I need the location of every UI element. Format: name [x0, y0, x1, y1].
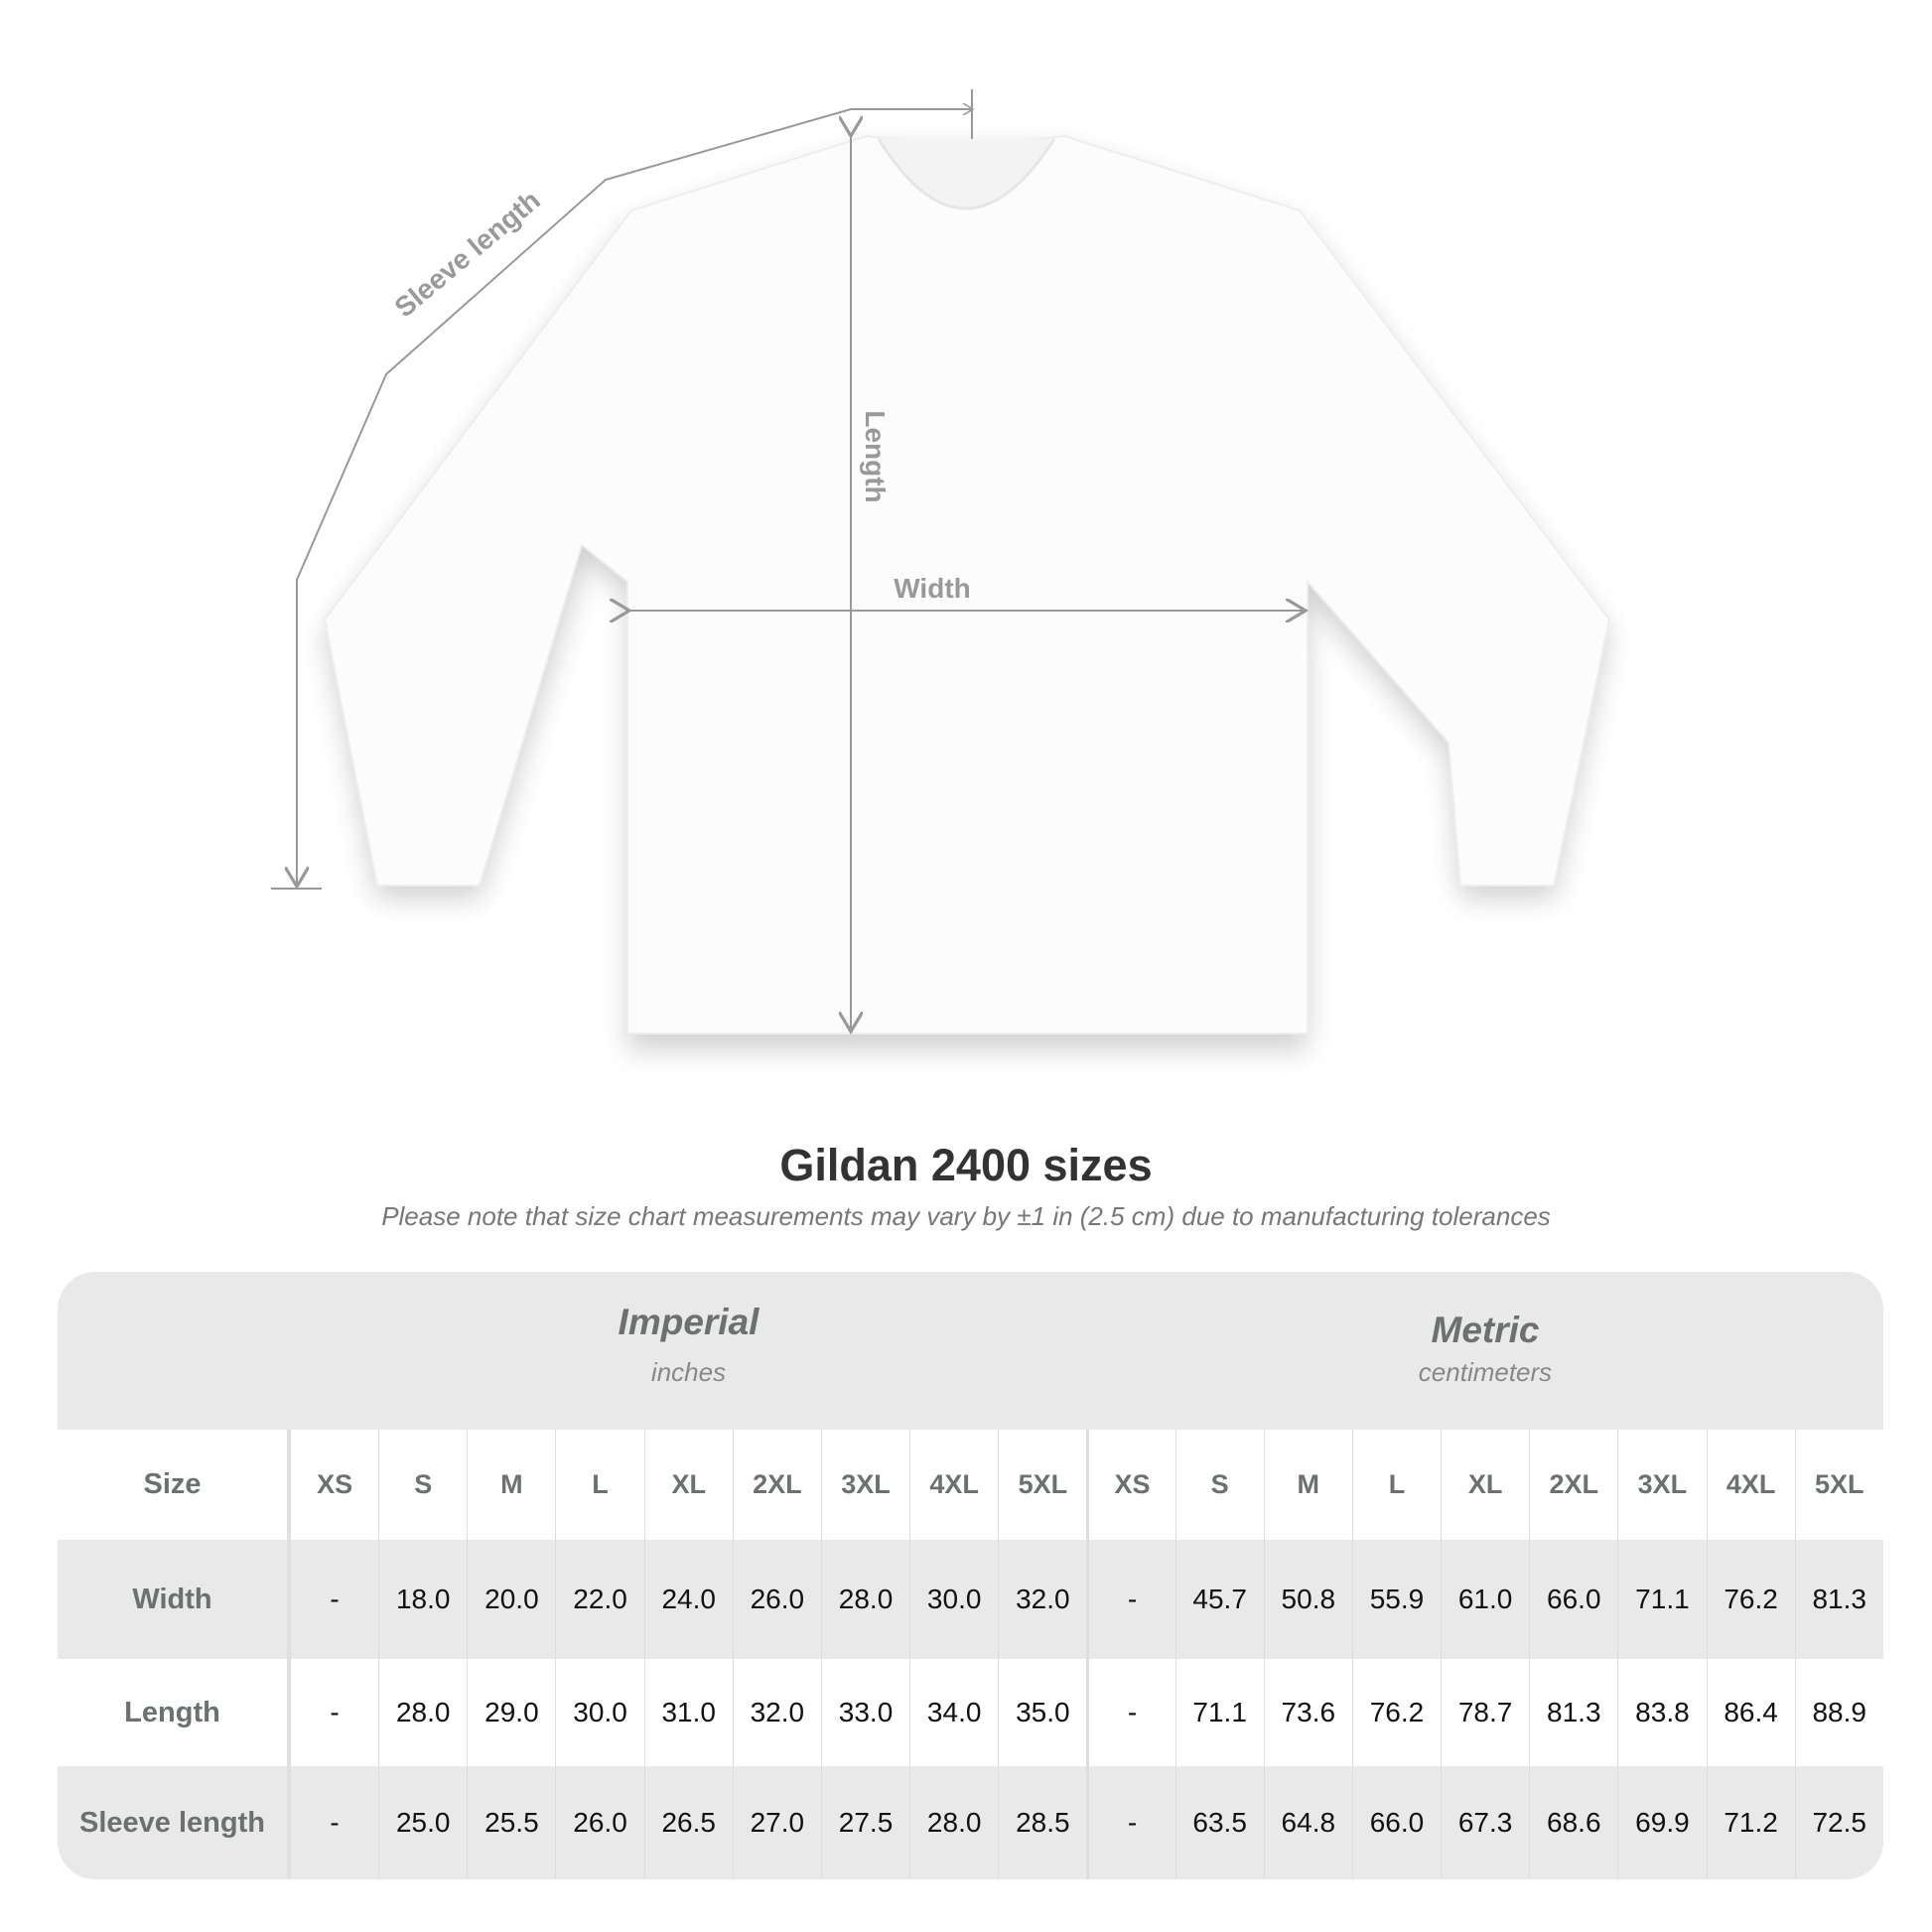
table-cell: 28.0: [378, 1659, 467, 1766]
table-cell: -: [290, 1766, 378, 1879]
table-cell: -: [290, 1540, 378, 1659]
table-cell: 71.1: [1617, 1540, 1706, 1659]
table-cell: 71.2: [1706, 1766, 1795, 1879]
table-cell: 81.3: [1794, 1540, 1883, 1659]
table-cell: 64.8: [1263, 1766, 1352, 1879]
size-header-cell: S: [1174, 1430, 1264, 1540]
metric-title: Metric: [1431, 1310, 1540, 1350]
metric-unit: centimeters: [1418, 1357, 1553, 1387]
tolerance-note: Please note that size chart measurements…: [381, 1201, 1551, 1231]
row-label: Sleeve length: [58, 1766, 290, 1879]
table-header: Imperial inches Metric centimeters: [58, 1272, 1883, 1430]
table-cell: 71.1: [1174, 1659, 1264, 1766]
table-cell: 66.0: [1351, 1766, 1441, 1879]
size-header-cell: L: [555, 1430, 643, 1540]
table-cell: 78.7: [1441, 1659, 1529, 1766]
table-cell: 81.3: [1529, 1659, 1617, 1766]
table-cell: 31.0: [643, 1659, 733, 1766]
size-header-cell: 5XL: [998, 1430, 1086, 1540]
row-label: Length: [58, 1659, 290, 1766]
table-cell: 69.9: [1617, 1766, 1706, 1879]
table-cell: 83.8: [1617, 1659, 1706, 1766]
table-cell: 20.0: [467, 1540, 555, 1659]
table-cell: -: [1086, 1659, 1174, 1766]
table-cell: 18.0: [378, 1540, 467, 1659]
table-cell: 29.0: [467, 1659, 555, 1766]
size-header-cell: XL: [1441, 1430, 1529, 1540]
table-row: Width -18.0 20.0 22.0 24.0 26.0 28.0 30.0 32.0-4…: [58, 1540, 1883, 1659]
table-cell: 35.0: [998, 1659, 1086, 1766]
table-cell: 76.2: [1351, 1659, 1441, 1766]
table-cell: 28.0: [909, 1766, 998, 1879]
table-cell: 86.4: [1706, 1659, 1795, 1766]
table-cell: 45.7: [1174, 1540, 1264, 1659]
table-cell: 67.3: [1441, 1766, 1529, 1879]
table-cell: 28.5: [998, 1766, 1086, 1879]
size-header-cell: M: [467, 1430, 555, 1540]
table-cell: 73.6: [1263, 1659, 1352, 1766]
table-cell: 25.0: [378, 1766, 467, 1879]
size-header-cell: 4XL: [909, 1430, 998, 1540]
row-label: Width: [58, 1540, 290, 1659]
table-cell: 30.0: [555, 1659, 643, 1766]
width-label: Width: [894, 573, 971, 604]
table-cell: 33.0: [820, 1659, 909, 1766]
size-header-cell: 2XL: [1529, 1430, 1617, 1540]
size-header-cell: 2XL: [732, 1430, 821, 1540]
table-cell: 68.6: [1529, 1766, 1617, 1879]
size-table: Imperial inches Metric centimeters Size X…: [58, 1272, 1883, 1879]
table-cell: 30.0: [909, 1540, 998, 1659]
table-cell: 27.0: [732, 1766, 821, 1879]
imperial-title: Imperial: [618, 1302, 759, 1342]
imperial-unit: inches: [650, 1357, 727, 1387]
table-cell: 26.5: [643, 1766, 733, 1879]
shirt-neckline: [877, 138, 1056, 210]
table-cell: 26.0: [555, 1766, 643, 1879]
table-cell: 27.5: [820, 1766, 909, 1879]
size-header-cell: L: [1351, 1430, 1441, 1540]
table-cell: 24.0: [643, 1540, 733, 1659]
size-header-cell: 5XL: [1794, 1430, 1883, 1540]
row-label: Size: [58, 1430, 290, 1540]
size-header-cell: M: [1263, 1430, 1352, 1540]
table-cell: -: [1086, 1540, 1174, 1659]
size-header-cell: 3XL: [1617, 1430, 1706, 1540]
imperial-header: Imperial inches: [290, 1302, 1087, 1388]
size-header-cell: XS: [290, 1430, 378, 1540]
table-cell: 66.0: [1529, 1540, 1617, 1659]
table-cell: -: [1086, 1766, 1174, 1879]
table-cell: 61.0: [1441, 1540, 1529, 1659]
table-row: Sleeve length -25.0 25.5 26.0 26.5 27.0 27.5 28…: [58, 1766, 1883, 1879]
table-cell: 55.9: [1351, 1540, 1441, 1659]
table-cell: 88.9: [1794, 1659, 1883, 1766]
metric-header: Metric centimeters: [1087, 1310, 1883, 1388]
table-cell: 25.5: [467, 1766, 555, 1879]
table-cell: 34.0: [909, 1659, 998, 1766]
size-header-row: Size XS S M L XL 2XL 3XL 4XL 5XL XS S M L XL 2XL 3XL 4XL 5…: [58, 1430, 1883, 1540]
sleeve-length-line: [297, 108, 972, 887]
table-cell: 28.0: [820, 1540, 909, 1659]
table-row: Length -28.0 29.0 30.0 31.0 32.0 33.0 34.0 35.0-…: [58, 1659, 1883, 1766]
length-label: Length: [860, 410, 891, 502]
table-cell: 26.0: [732, 1540, 821, 1659]
size-header-cell: XL: [643, 1430, 733, 1540]
table-cell: -: [290, 1659, 378, 1766]
size-header-cell: S: [378, 1430, 467, 1540]
table-cell: 76.2: [1706, 1540, 1795, 1659]
table-cell: 50.8: [1263, 1540, 1352, 1659]
size-header-cell: XS: [1086, 1430, 1174, 1540]
shirt-diagram: Sleeve length Length Width: [271, 89, 1611, 1050]
table-cell: 63.5: [1174, 1766, 1264, 1879]
table-cell: 22.0: [555, 1540, 643, 1659]
size-header-cell: 4XL: [1706, 1430, 1795, 1540]
table-cell: 72.5: [1794, 1766, 1883, 1879]
size-header-cell: 3XL: [820, 1430, 909, 1540]
table-cell: 32.0: [998, 1540, 1086, 1659]
page-title: Gildan 2400 sizes: [779, 1140, 1153, 1190]
table-cell: 32.0: [732, 1659, 821, 1766]
